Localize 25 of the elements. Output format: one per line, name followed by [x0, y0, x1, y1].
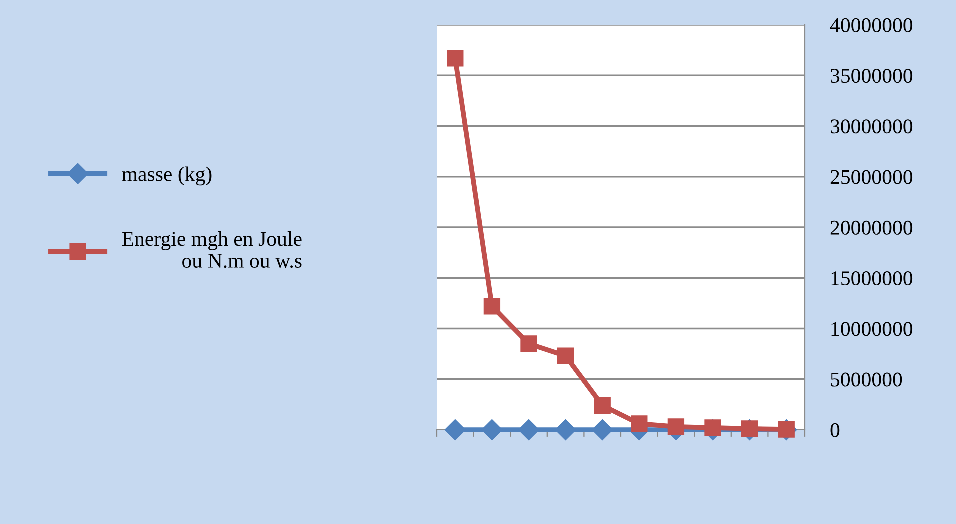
point [557, 348, 574, 364]
point [447, 50, 464, 67]
point [518, 419, 540, 441]
legend-label: Energie mgh en Joule ou N.m ou w.s [122, 231, 302, 268]
point [631, 416, 648, 432]
point [704, 420, 722, 436]
point [594, 397, 611, 414]
y-tick-label: 35000000 [830, 69, 913, 84]
y-tick-label: 0 [830, 423, 840, 438]
point [741, 420, 758, 438]
point [555, 419, 576, 441]
y-tick-label: 15000000 [832, 272, 913, 286]
y-tick-label: 5000000 [831, 372, 902, 387]
point [484, 298, 501, 315]
y-tick-label: 10000000 [832, 322, 913, 336]
y-tick-label: 20000000 [830, 220, 913, 235]
point [592, 419, 614, 441]
legend-label: masse (kg) [122, 166, 212, 186]
point [482, 419, 503, 441]
y-tick-label: 25000000 [830, 170, 913, 184]
point [520, 336, 538, 352]
point [444, 419, 466, 441]
y-tick-label: 30000000 [830, 120, 913, 134]
y-tick-label: 40000000 [830, 18, 913, 32]
point [668, 418, 685, 436]
